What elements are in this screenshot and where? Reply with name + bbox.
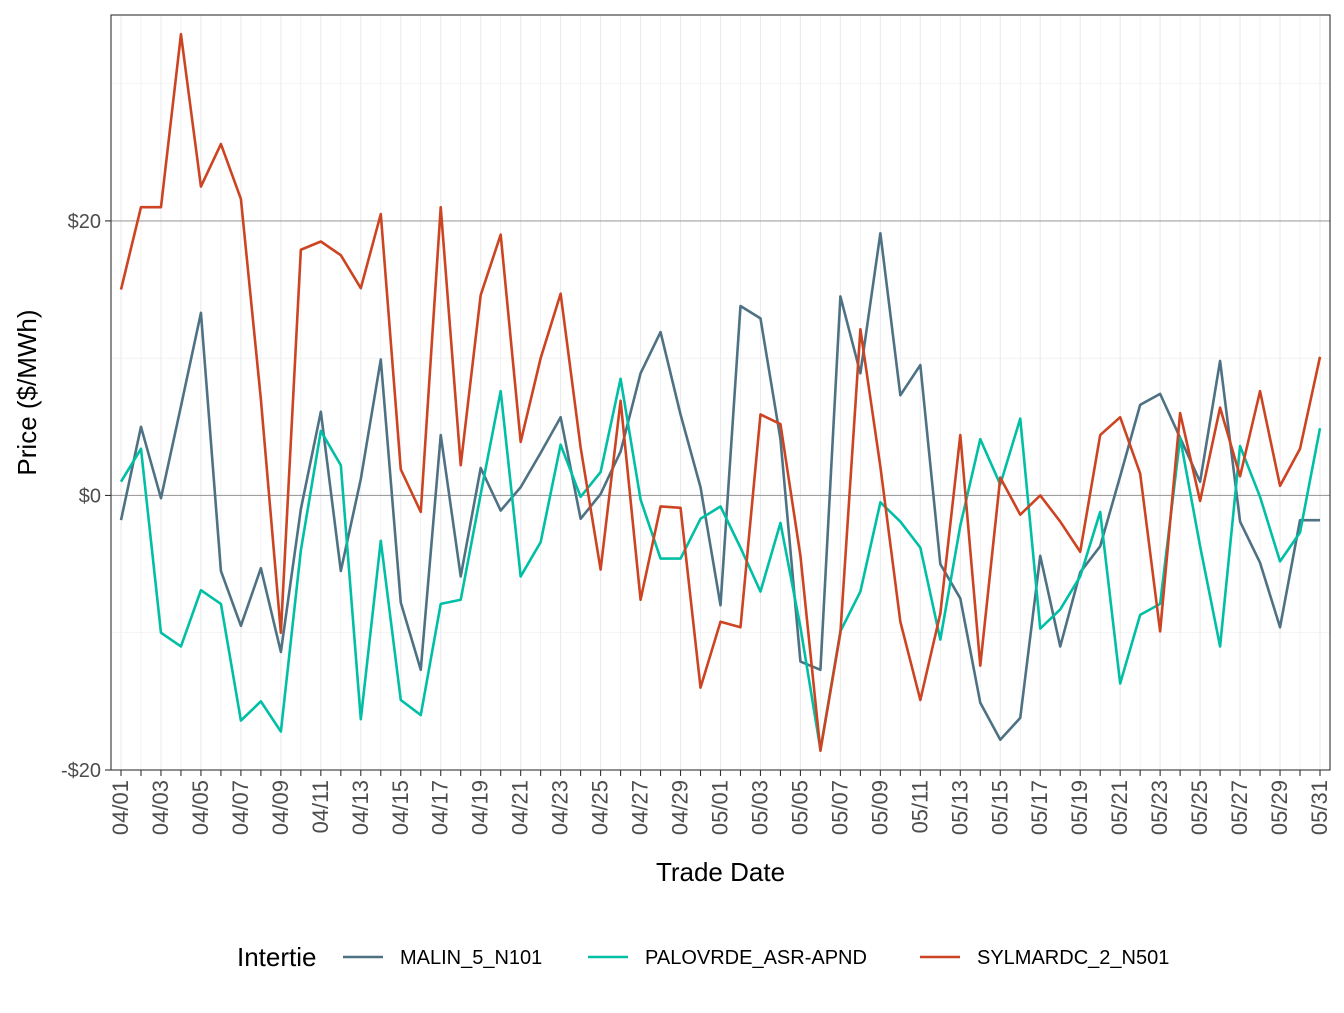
x-axis-title: Trade Date [656,857,785,887]
x-tick-label: 05/25 [1187,780,1212,835]
x-tick-label: 04/11 [308,780,333,833]
x-tick-label: 05/19 [1067,780,1092,835]
x-axis: 04/01 04/03 04/05 04/07 04/09 04/11 04/13 04/15… [108,770,1332,835]
legend-label: MALIN_5_N101 [400,947,542,969]
x-tick-label: 04/21 [508,780,533,835]
x-tick-label: 05/21 [1107,780,1132,835]
y-axis: -$20 $0 $20 [61,211,111,782]
y-tick-label: -$20 [61,760,101,782]
series-line-palovrde-asr-apnd [119,377,1322,751]
x-tick-label: 04/05 [188,780,213,835]
x-tick-label: 05/27 [1227,780,1252,835]
legend-label: SYLMARDC_2_N501 [977,947,1169,969]
x-tick-label: 05/03 [747,780,772,835]
x-tick-label: 05/09 [867,780,892,835]
x-tick-label: 04/27 [628,780,653,835]
x-tick-label: 04/23 [548,780,573,835]
series-layer [119,32,1322,753]
x-tick-label: 05/29 [1267,780,1292,835]
x-tick-label: 04/15 [388,780,413,835]
x-tick-label: 05/23 [1147,780,1172,835]
x-tick-label: 04/03 [148,780,173,835]
x-tick-label: 05/05 [787,780,812,835]
x-tick-label: 04/25 [588,780,613,835]
x-tick-label: 04/07 [228,780,253,835]
x-tick-label: 04/29 [668,780,693,835]
y-tick-label: $20 [68,211,101,233]
x-tick-label: 04/13 [348,780,373,835]
legend: Intertie MALIN_5_N101 PALOVRDE_ASR-APND SY… [237,942,1169,972]
x-tick-label: 05/31 [1307,780,1332,835]
y-axis-title: Price ($/MWh) [12,309,42,475]
series-line-malin-5-n101 [119,231,1320,742]
x-tick-label: 04/01 [108,780,133,835]
x-tick-label: 04/09 [268,780,293,835]
y-tick-label: $0 [79,485,101,507]
x-tick-label: 05/17 [1027,780,1052,835]
x-tick-label: 04/17 [428,780,453,835]
legend-title: Intertie [237,942,317,972]
x-tick-label: 05/01 [708,780,733,835]
legend-label: PALOVRDE_ASR-APND [645,947,867,969]
series-line-sylmardc-2-n501 [119,32,1322,753]
x-tick-label: 05/07 [827,780,852,835]
x-tick-label: 05/15 [987,780,1012,835]
x-tick-label: 05/11 [907,780,932,833]
x-tick-label: 05/13 [947,780,972,835]
x-tick-label: 04/19 [468,780,493,835]
